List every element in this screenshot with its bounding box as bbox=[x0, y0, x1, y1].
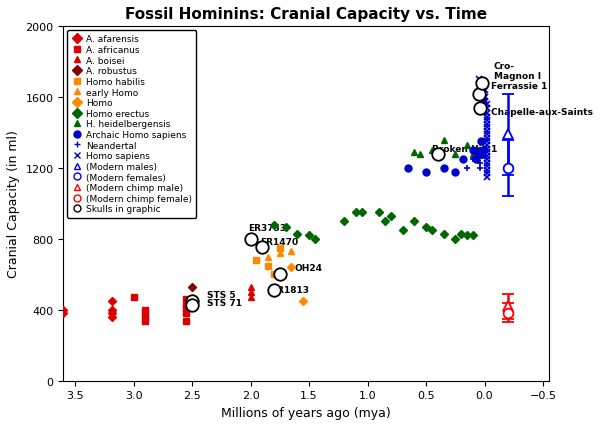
X-axis label: Millions of years ago (mya): Millions of years ago (mya) bbox=[221, 406, 391, 419]
Text: ER3733: ER3733 bbox=[248, 223, 286, 232]
Y-axis label: Cranial Capacity (in ml): Cranial Capacity (in ml) bbox=[7, 130, 20, 278]
Text: ER1813: ER1813 bbox=[271, 285, 309, 294]
Text: STS 71: STS 71 bbox=[207, 299, 242, 308]
Text: Broken Hill 1: Broken Hill 1 bbox=[432, 145, 497, 154]
Legend: A. afarensis, A. africanus, A. boisei, A. robustus, Homo habilis, early Homo, Ho: A. afarensis, A. africanus, A. boisei, A… bbox=[67, 31, 197, 219]
Text: OH24: OH24 bbox=[295, 263, 323, 272]
Text: La Ferrassie 1: La Ferrassie 1 bbox=[476, 82, 548, 91]
Text: STS 5: STS 5 bbox=[207, 291, 236, 299]
Title: Fossil Hominins: Cranial Capacity vs. Time: Fossil Hominins: Cranial Capacity vs. Ti… bbox=[125, 7, 487, 22]
Text: Cro-
Magnon I: Cro- Magnon I bbox=[494, 62, 541, 81]
Text: La Chapelle-aux-Saints: La Chapelle-aux-Saints bbox=[476, 108, 593, 117]
Text: ER1470: ER1470 bbox=[260, 238, 298, 247]
